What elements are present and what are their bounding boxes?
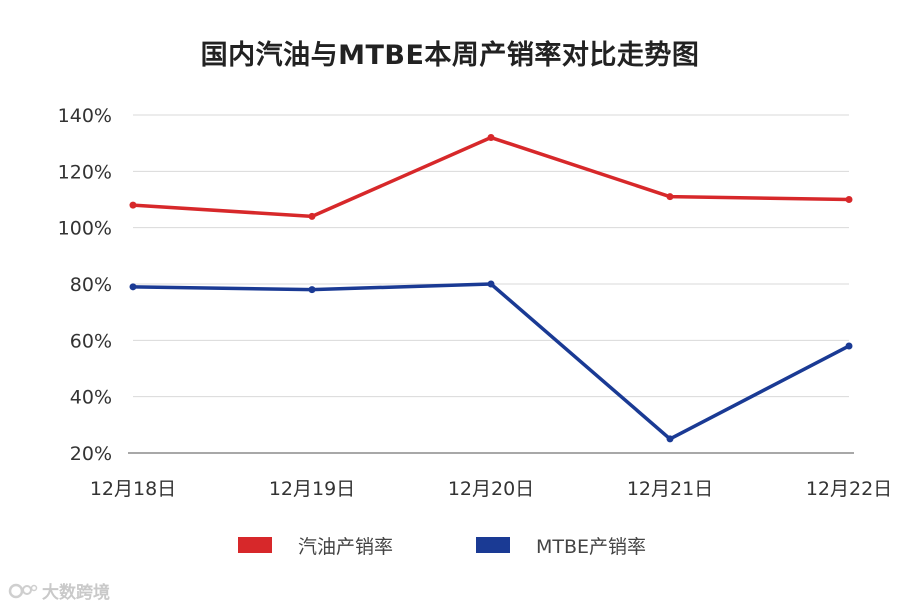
series-line (131, 135, 851, 219)
data-point[interactable] (845, 196, 853, 203)
series-lines (129, 134, 853, 443)
y-tick-label: 140% (58, 105, 112, 127)
y-tick-label: 40% (70, 387, 112, 409)
x-tick-label: 12月21日 (627, 478, 713, 500)
legend-label-gasoline: 汽油产销率 (298, 535, 394, 558)
x-tick-label: 12月19日 (269, 478, 355, 500)
y-tick-label: 60% (70, 330, 112, 352)
y-tick-labels: 20% 40% 60% 80% 100% 120% 140% (58, 105, 112, 465)
legend-label-mtbe: MTBE产销率 (536, 535, 647, 558)
legend-item-mtbe[interactable]: MTBE产销率 (476, 530, 646, 560)
chart-title: 国内汽油与MTBE本周产销率对比走势图 (200, 40, 700, 71)
y-tick-label: 80% (70, 274, 112, 296)
series-line (131, 282, 851, 441)
x-tick-label: 12月18日 (90, 478, 176, 500)
watermark-text: 大数跨境 (42, 583, 110, 603)
data-point[interactable] (845, 342, 853, 350)
data-point[interactable] (129, 283, 137, 291)
watermark-logo-icon (8, 583, 38, 598)
legend-item-gasoline[interactable]: 汽油产销率 (238, 530, 393, 560)
x-tick-labels: 12月18日 12月19日 12月20日 12月21日 12月22日 (90, 478, 892, 500)
data-point[interactable] (129, 201, 137, 209)
x-tick-label: 12月22日 (806, 478, 892, 500)
data-point[interactable] (308, 212, 316, 220)
grid-lines (133, 114, 849, 398)
y-tick-label: 20% (70, 443, 112, 465)
legend-swatch-gasoline (238, 537, 272, 553)
legend-swatch-mtbe (476, 537, 510, 553)
data-point[interactable] (666, 193, 674, 201)
data-point[interactable] (487, 280, 495, 288)
x-tick-label: 12月20日 (448, 478, 534, 500)
y-tick-label: 100% (58, 218, 112, 240)
y-tick-label: 120% (58, 161, 112, 183)
legend: 汽油产销率 MTBE产销率 (0, 530, 900, 560)
data-point[interactable] (666, 435, 674, 443)
watermark: 大数跨境 (8, 578, 110, 603)
data-point[interactable] (487, 134, 495, 142)
data-point[interactable] (308, 286, 316, 294)
